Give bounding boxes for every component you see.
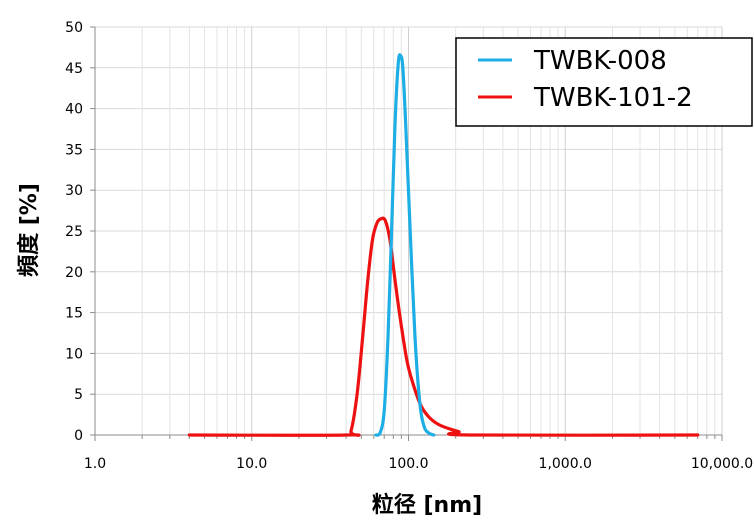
- tick-labels: 0 5 10 15 20 25 30 35 40 45 50 1.0 10.0 100.0 1,000.0 1…: [65, 20, 753, 472]
- x-tick-label: 1.0: [84, 456, 106, 472]
- x-tick-label: 100.0: [388, 456, 428, 472]
- legend: TWBK-008 TWBK-101-2: [455, 37, 753, 127]
- series-line-twbk-101-2: [187, 216, 700, 437]
- y-tick-label: 20: [65, 265, 83, 281]
- y-tick-label: 0: [74, 428, 83, 444]
- y-tick-label: 15: [65, 306, 83, 322]
- y-tick-label: 30: [65, 183, 83, 199]
- legend-label-twbk-101-2: TWBK-101-2: [533, 83, 693, 113]
- x-tick-label: 1,000.0: [539, 456, 592, 472]
- x-tick-label: 10.0: [236, 456, 267, 472]
- y-tick-label: 25: [65, 224, 83, 240]
- y-tick-label: 35: [65, 142, 83, 158]
- x-tick-label: 10,000.0: [691, 456, 753, 472]
- y-tick-label: 40: [65, 102, 83, 118]
- series-lines: [187, 53, 700, 437]
- legend-box: [455, 37, 753, 127]
- legend-label-twbk-008: TWBK-008: [533, 46, 667, 76]
- series-line-twbk-008: [374, 53, 436, 437]
- y-tick-label: 50: [65, 20, 83, 36]
- grid-lines: [94, 26, 723, 435]
- y-tick-label: 5: [74, 387, 83, 403]
- y-tick-label: 10: [65, 346, 83, 362]
- x-axis-title: 粒径 [nm]: [372, 492, 482, 518]
- y-axis-title: 頻度 [%]: [16, 183, 42, 277]
- y-tick-label: 45: [65, 61, 83, 77]
